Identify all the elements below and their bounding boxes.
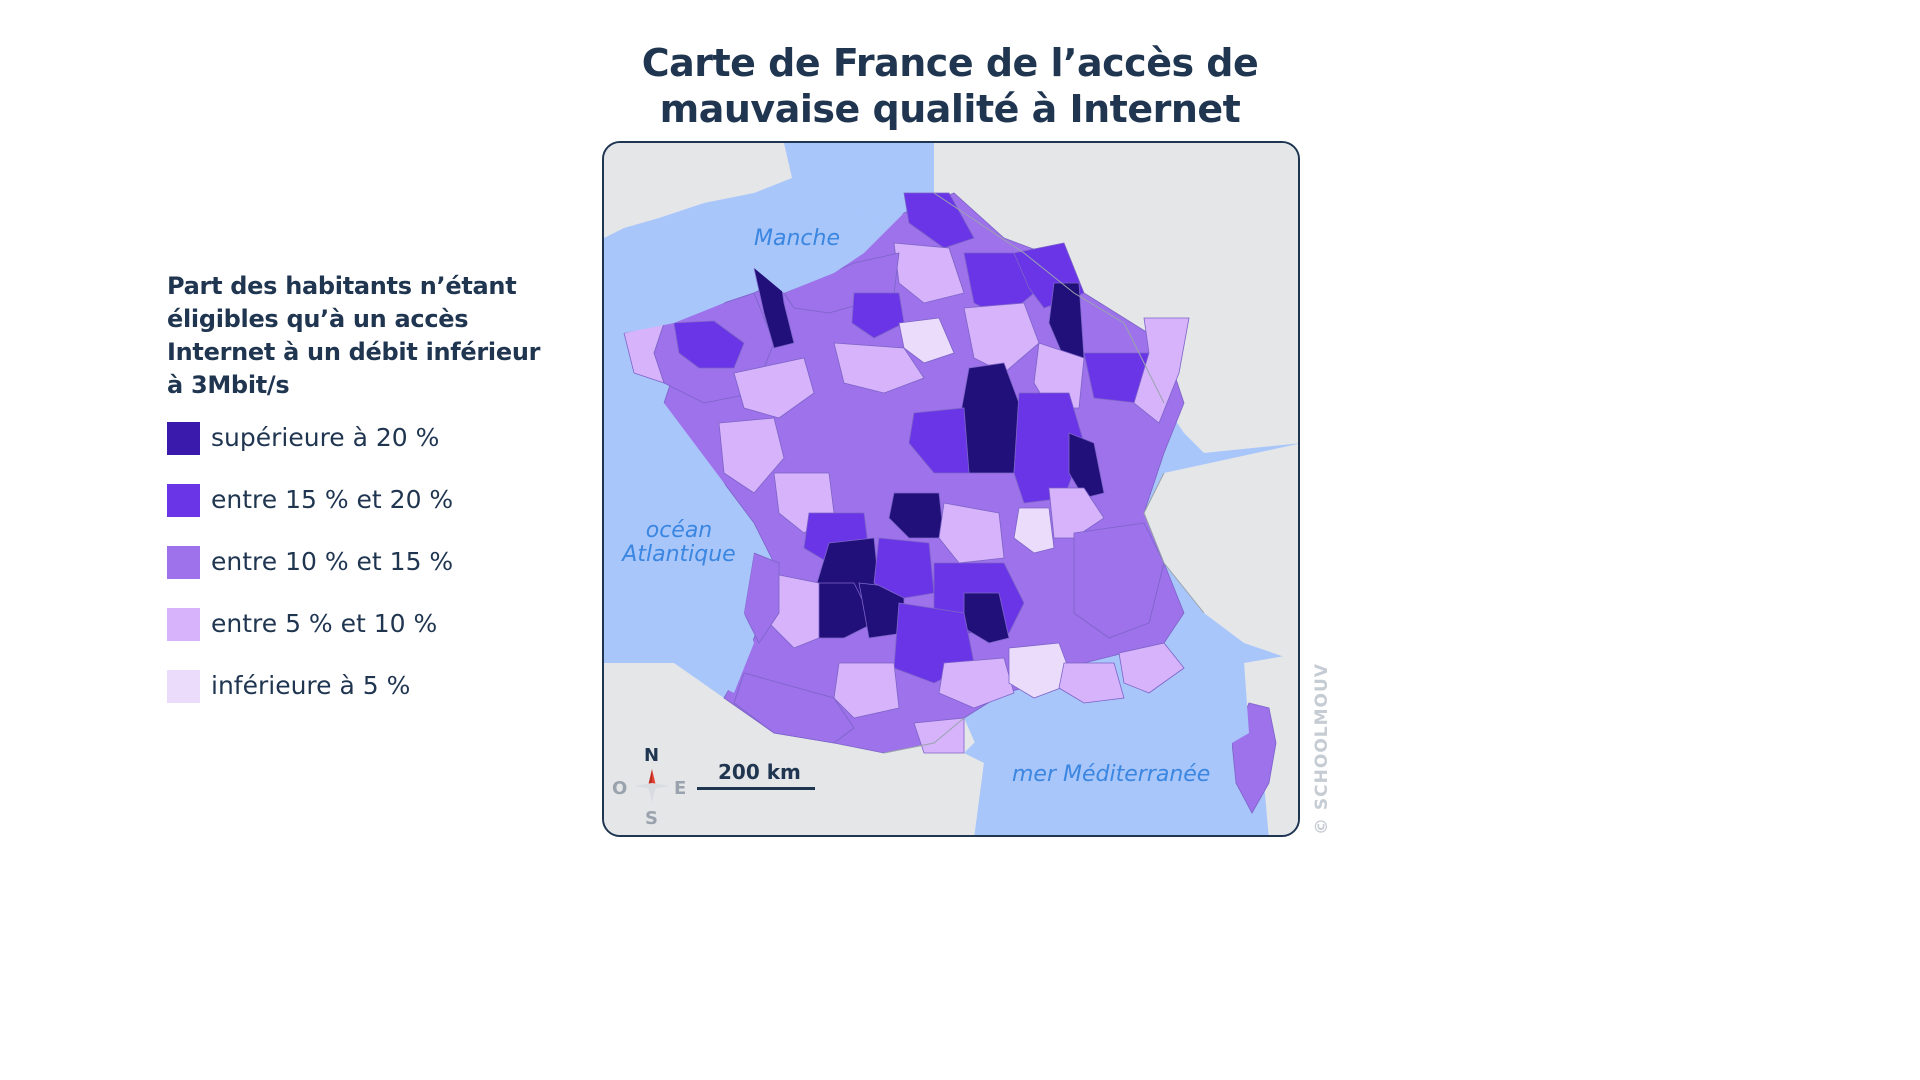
- dept-alpes: [1073, 522, 1165, 639]
- legend-item-over-20: supérieure à 20 %: [167, 420, 567, 482]
- title-line-2: mauvaise qualité à Internet: [659, 87, 1241, 131]
- compass-east-label: E: [674, 778, 687, 799]
- france-departments: [623, 192, 1190, 754]
- sea-channel-patch: [604, 203, 904, 333]
- dept-eure-light: [833, 342, 925, 394]
- dept-var-light: [1118, 642, 1185, 694]
- legend-label: inférieure à 5 %: [211, 671, 411, 700]
- dept-cantal: [873, 537, 935, 599]
- manche-label: Manche: [754, 226, 840, 251]
- legend-item-15-20: entre 15 % et 20 %: [167, 482, 567, 544]
- mediterranee-label: mer Méditerranée: [1012, 762, 1211, 787]
- scale-label: 200 km: [718, 760, 801, 784]
- legend: Part des habitants n’étant éligibles qu’…: [167, 270, 567, 730]
- legend-swatch: [167, 422, 200, 455]
- legend-label: supérieure à 20 %: [211, 423, 440, 452]
- dept-gers-light: [833, 662, 900, 719]
- dept-vendee-light: [718, 417, 785, 494]
- legend-title-line: Internet à un débit inférieur: [167, 338, 541, 366]
- legend-title-line: à 3Mbit/s: [167, 371, 290, 399]
- dept-alsace-light: [1133, 317, 1190, 424]
- compass-west-label: O: [612, 778, 628, 799]
- dept-nord: [903, 192, 975, 249]
- land-uk: [604, 143, 792, 238]
- legend-label: entre 10 % et 15 %: [211, 547, 454, 576]
- legend-title: Part des habitants n’étant éligibles qu’…: [167, 270, 567, 402]
- ocean-label: océan Atlantique: [619, 519, 739, 567]
- dept-paris-light: [898, 317, 955, 364]
- dept-gironde: [743, 552, 780, 644]
- compass-icon: [634, 769, 670, 803]
- title-line-1: Carte de France de l’accès de: [641, 41, 1259, 85]
- legend-title-line: Part des habitants n’étant: [167, 272, 517, 300]
- legend-label: entre 15 % et 20 %: [211, 485, 454, 514]
- land-switzerland-italy: [1144, 443, 1298, 662]
- dept-herault-light: [938, 657, 1015, 709]
- legend-swatch: [167, 670, 200, 703]
- dept-cotes-armor: [673, 320, 745, 369]
- compass-rose: N O E S: [612, 745, 692, 830]
- legend-swatch: [167, 546, 200, 579]
- dept-pyrenees: [733, 672, 855, 744]
- legend-swatch: [167, 484, 200, 517]
- dept-orne: [851, 292, 905, 339]
- land-spain: [604, 663, 984, 835]
- dept-ain-light: [1048, 487, 1105, 539]
- dept-pas-calais-light: [893, 242, 965, 304]
- dept-allier-light: [938, 502, 1005, 564]
- legend-title-line: éligibles qu’à un accès: [167, 305, 469, 333]
- legend-label: entre 5 % et 10 %: [211, 609, 438, 638]
- dept-loiret: [908, 407, 970, 474]
- map-svg: [604, 143, 1298, 835]
- land-belgium-germany: [934, 143, 1298, 453]
- map-frame: Manche océan Atlantique mer Méditerranée: [602, 141, 1300, 837]
- map-title: Carte de France de l’accès de mauvaise q…: [600, 40, 1300, 132]
- dept-cher-dark: [888, 492, 945, 539]
- legend-swatch: [167, 608, 200, 641]
- legend-items: supérieure à 20 % entre 15 % et 20 % ent…: [167, 420, 567, 730]
- scale-bar: [697, 787, 815, 790]
- compass-south-label: S: [645, 808, 658, 829]
- dept-mayenne-light: [733, 357, 815, 419]
- compass-north-label: N: [644, 745, 660, 766]
- legend-item-10-15: entre 10 % et 15 %: [167, 544, 567, 606]
- sea-atlantic-patch: [604, 373, 754, 693]
- dept-marne-light: [963, 302, 1040, 374]
- watermark: © SCHOOLMOUV: [1312, 663, 1332, 835]
- ocean-label-line-2: Atlantique: [622, 542, 736, 567]
- dept-rhone-light: [1013, 507, 1055, 554]
- ocean-label-line-1: océan: [645, 518, 713, 543]
- dept-jura: [1068, 432, 1105, 499]
- legend-item-5-10: entre 5 % et 10 %: [167, 606, 567, 668]
- legend-item-under-5: inférieure à 5 %: [167, 668, 567, 730]
- land-borders: [883, 192, 1205, 754]
- sea-med-patch: [964, 663, 1249, 835]
- dept-gard-light: [1008, 642, 1075, 699]
- dept-bouches-light: [1058, 662, 1125, 704]
